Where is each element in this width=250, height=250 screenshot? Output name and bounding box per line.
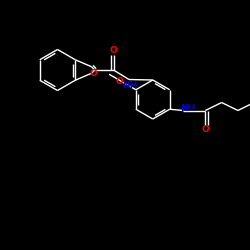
Text: O: O bbox=[110, 46, 118, 55]
Text: O: O bbox=[90, 69, 98, 78]
Text: O: O bbox=[202, 126, 209, 134]
Text: NH: NH bbox=[122, 80, 137, 90]
Text: O: O bbox=[116, 77, 124, 86]
Text: NH: NH bbox=[180, 104, 196, 113]
